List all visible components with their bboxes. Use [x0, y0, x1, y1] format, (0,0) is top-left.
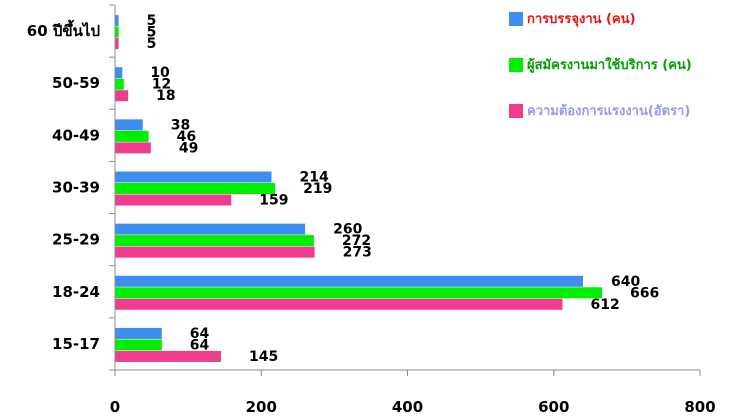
- bar-15-17-series-1: [115, 339, 162, 351]
- data-label-15-17-series-0: 64: [190, 326, 210, 342]
- legend-label-placement: การบรรจุงาน (คน): [527, 12, 636, 27]
- data-label-50-59-series-1: 12: [152, 77, 171, 93]
- category-label-30-39: 30-39: [52, 179, 100, 197]
- data-label-60--series-1: 5: [147, 25, 157, 41]
- bar-40-49-series-2: [115, 142, 151, 154]
- bar-18-24-series-0: [115, 275, 583, 287]
- bar-50-59-series-0: [115, 67, 123, 79]
- category-label-60-: 60 ปีขึ้นไป: [27, 19, 100, 40]
- data-label-60--series-2: 5: [147, 36, 157, 52]
- data-label-15-17-series-1: 64: [190, 337, 210, 353]
- bar-60--series-1: [115, 26, 119, 38]
- axes-group: 15-17 18-24 25-29 30-39 40-49 50-59 60 ปีขึ้นไ…: [27, 4, 716, 416]
- category-label-40-49: 40-49: [52, 126, 100, 144]
- x-tick-label-0: 0: [110, 398, 120, 416]
- x-tick-label-400: 400: [392, 398, 423, 416]
- data-label-40-49-series-2: 49: [179, 140, 198, 156]
- category-label-25-29: 25-29: [52, 231, 100, 249]
- data-label-40-49-series-0: 38: [171, 117, 190, 133]
- bar-50-59-series-1: [115, 78, 124, 90]
- data-label-18-24-series-1: 666: [630, 285, 659, 301]
- data-label-15-17-series-2: 145: [249, 349, 278, 365]
- data-label-25-29-series-0: 260: [333, 222, 362, 238]
- data-label-25-29-series-1: 272: [342, 233, 371, 249]
- legend-label-demand: ความต้องการแรงงาน(อัตรา): [527, 104, 691, 119]
- legend-item-demand: ความต้องการแรงงาน(อัตรา): [509, 100, 690, 121]
- bar-25-29-series-1: [115, 235, 314, 247]
- bar-15-17-series-0: [115, 327, 162, 339]
- legend-item-placement: การบรรจุงาน (คน): [509, 8, 636, 29]
- bar-30-39-series-2: [115, 194, 232, 206]
- bar-60--series-2: [115, 38, 119, 50]
- legend-label-applicants: ผู้สมัครงานมาใช้บริการ (คน): [527, 58, 692, 73]
- legend-swatch-placement: [509, 11, 523, 26]
- bar-18-24-series-1: [115, 287, 603, 299]
- x-tick-label-800: 800: [684, 398, 715, 416]
- x-tick-label-600: 600: [538, 398, 569, 416]
- bar-50-59-series-2: [115, 90, 129, 102]
- data-label-60--series-0: 5: [147, 13, 157, 29]
- bar-15-17-series-2: [115, 350, 222, 362]
- category-label-50-59: 50-59: [52, 74, 100, 92]
- legend-swatch-demand: [509, 103, 523, 118]
- data-label-25-29-series-2: 273: [343, 245, 372, 261]
- category-label-18-24: 18-24: [52, 283, 100, 301]
- data-label-50-59-series-0: 10: [150, 65, 170, 81]
- data-label-30-39-series-1: 219: [303, 181, 332, 197]
- bar-30-39-series-1: [115, 183, 276, 194]
- bar-60--series-0: [115, 15, 119, 27]
- data-label-18-24-series-2: 612: [591, 297, 620, 313]
- bars-group: [115, 15, 603, 362]
- bar-30-39-series-0: [115, 171, 272, 183]
- bar-40-49-series-0: [115, 119, 143, 131]
- data-label-40-49-series-1: 46: [177, 129, 196, 145]
- category-label-15-17: 15-17: [52, 335, 100, 353]
- data-label-18-24-series-0: 640: [611, 274, 640, 290]
- bar-18-24-series-2: [115, 298, 563, 310]
- data-label-50-59-series-2: 18: [156, 88, 175, 104]
- legend-swatch-applicants: [509, 57, 523, 72]
- data-label-30-39-series-2: 159: [259, 193, 288, 209]
- legend-item-applicants: ผู้สมัครงานมาใช้บริการ (คน): [509, 54, 692, 75]
- bar-25-29-series-2: [115, 246, 315, 258]
- bar-25-29-series-0: [115, 223, 306, 235]
- data-label-30-39-series-0: 214: [299, 170, 328, 186]
- bar-40-49-series-1: [115, 130, 149, 142]
- x-tick-label-200: 200: [246, 398, 277, 416]
